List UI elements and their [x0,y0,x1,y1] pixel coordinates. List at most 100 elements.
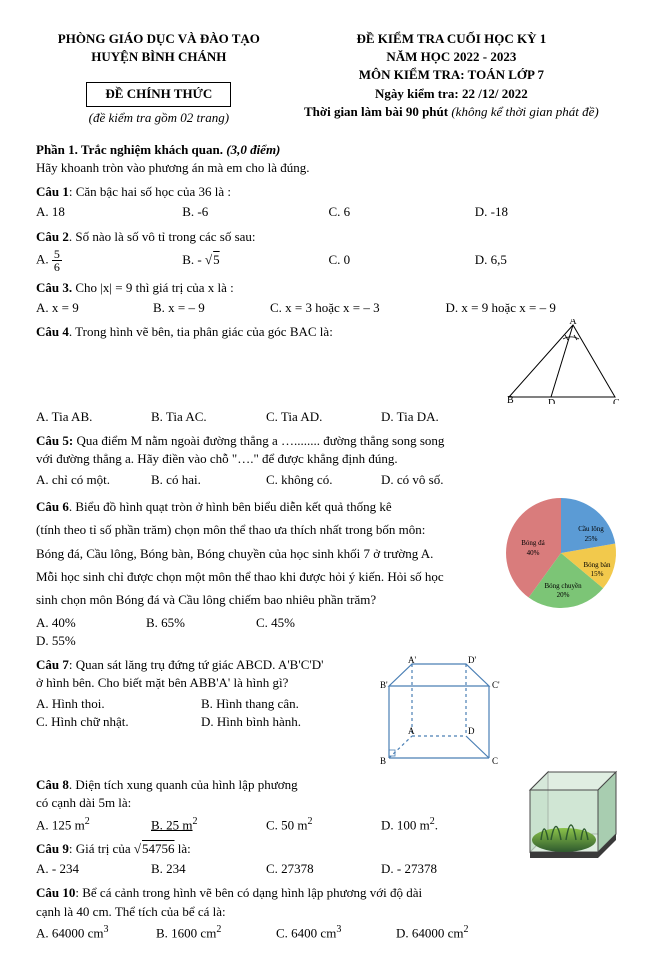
q10-label: Câu 10 [36,885,75,900]
fish-tank-icon [526,768,621,863]
exam-date: Ngày kiểm tra: 22 /12/ 2022 [282,85,621,103]
school-year: NĂM HỌC 2022 - 2023 [282,48,621,66]
q9-d: D. - 27378 [381,860,496,878]
q1-a: A. 18 [36,203,182,221]
q4-text: . Trong hình vẽ bên, tia phân giác của g… [69,324,333,339]
svg-text:Bóng bàn: Bóng bàn [583,561,611,569]
duration-main: Thời gian làm bài 90 phút [304,104,448,119]
q2-d: D. 6,5 [475,251,621,269]
q10-text1: : Bể cá cảnh trong hình vẽ bên có dạng h… [75,885,422,900]
q8-a: A. 125 m2 [36,815,151,835]
q10: Câu 10: Bể cá cảnh trong hình vẽ bên có … [36,884,621,942]
q2-options: A. 56 B. - √5 C. 0 D. 6,5 [36,248,621,273]
q8-label: Câu 8 [36,777,69,792]
svg-text:B: B [507,395,514,404]
q4-label: Câu 4 [36,324,69,339]
q2-b: B. - √5 [182,251,328,269]
q3: Câu 3. Cho |x| = 9 thì giá trị của x là … [36,279,621,317]
q4-options: A. Tia AB. B. Tia AC. C. Tia AD. D. Tia … [36,408,496,426]
q9-post: là: [175,841,191,856]
svg-text:C: C [613,398,620,404]
svg-text:Bóng chuyền: Bóng chuyền [544,582,582,590]
q5-a: A. chỉ có một. [36,471,151,489]
subject: MÔN KIỂM TRA: TOÁN LỚP 7 [282,66,621,84]
triangle-figure-icon: A B D C [503,319,621,404]
q5-label: Câu 5: [36,433,73,448]
q4-c: C. Tia AD. [266,408,381,426]
q5-d: D. có vô số. [381,471,496,489]
q3-options: A. x = 9 B. x = – 9 C. x = 3 hoặc x = – … [36,299,621,317]
q8-text1: . Diện tích xung quanh của hình lập phươ… [69,777,298,792]
q7-text1: : Quan sát lăng trụ đứng tứ giác ABCD. A… [69,657,324,672]
q5-options: A. chỉ có một. B. có hai. C. không có. D… [36,471,496,489]
q6-b: B. 65% [146,614,256,632]
svg-text:Bóng đá: Bóng đá [521,539,545,547]
q7-d: D. Hình bình hành. [201,713,366,731]
date-value: 22 /12/ 2022 [462,86,528,101]
q5: Câu 5: Qua điểm M nằm ngoài đường thẳng … [36,432,621,489]
q2-label: Câu 2 [36,229,69,244]
q7-text2: ở hình bên. Cho biết mặt bên ABB'A' là h… [36,674,366,692]
q6-d: D. 55% [36,632,366,650]
q9-pre: : Giá trị của [69,841,134,856]
q6-c: C. 45% [256,614,366,632]
district-line: HUYỆN BÌNH CHÁNH [36,48,282,66]
q2-a: A. 56 [36,248,182,273]
q3-label: Câu 3. [36,280,72,295]
q1-d: D. -18 [475,203,621,221]
duration: Thời gian làm bài 90 phút (không kể thời… [282,103,621,121]
q3-a: A. x = 9 [36,299,153,317]
q9-options: A. - 234 B. 234 C. 27378 D. - 27378 [36,860,496,878]
svg-text:A: A [408,726,415,736]
svg-text:C': C' [492,680,500,690]
q9-label: Câu 9 [36,841,69,856]
q8-options: A. 125 m2 B. 25 m2 C. 50 m2 D. 100 m2. [36,815,496,835]
q5-b: B. có hai. [151,471,266,489]
part1-label: Phần 1. Trắc nghiệm khách quan. [36,142,226,157]
dept-line: PHÒNG GIÁO DỤC VÀ ĐÀO TẠO [36,30,282,48]
q8-c: C. 50 m2 [266,815,381,835]
q1: Câu 1: Căn bậc hai số học của 36 là : A.… [36,183,621,221]
part1-title: Phần 1. Trắc nghiệm khách quan. (3,0 điể… [36,141,621,159]
svg-text:D': D' [468,656,476,665]
q6-label: Câu 6 [36,499,69,514]
svg-text:D: D [548,398,555,404]
q4-b: B. Tia AC. [151,408,266,426]
q10-text2: cạnh là 40 cm. Thể tích của bể cá là: [36,903,621,921]
official-box: ĐỀ CHÍNH THỨC [86,82,231,106]
svg-text:A': A' [408,656,416,665]
svg-text:40%: 40% [527,549,540,557]
pages-note: (đề kiểm tra gồm 02 trang) [36,109,282,127]
pie-chart-icon: Bóng đá 40% Cầu lông 25% Bóng bàn 15% Bó… [501,493,621,613]
fraction-icon: 56 [52,248,62,273]
q10-c: C. 6400 cm3 [276,923,396,943]
q8-d: D. 100 m2. [381,815,496,835]
prism-figure-icon: A' D' B' C' A D B C [374,656,504,766]
svg-text:20%: 20% [557,591,570,599]
svg-text:15%: 15% [591,570,604,578]
q1-options: A. 18 B. -6 C. 6 D. -18 [36,203,621,221]
q10-b: B. 1600 cm2 [156,923,276,943]
q7-label: Câu 7 [36,657,69,672]
q5-text2: với đường thẳng a. Hãy điền vào chỗ "…."… [36,450,621,468]
q3-b: B. x = – 9 [153,299,270,317]
date-label: Ngày kiểm tra: [375,86,462,101]
q7-a: A. Hình thoi. [36,695,201,713]
q1-c: C. 6 [329,203,475,221]
header-left: PHÒNG GIÁO DỤC VÀ ĐÀO TẠO HUYỆN BÌNH CHÁ… [36,30,282,127]
svg-text:D: D [468,726,475,736]
header: PHÒNG GIÁO DỤC VÀ ĐÀO TẠO HUYỆN BÌNH CHÁ… [36,30,621,127]
q6-a: A. 40% [36,614,146,632]
duration-note: (không kể thời gian phát đề) [448,104,599,119]
q3-d: D. x = 9 hoặc x = – 9 [446,299,622,317]
q10-options: A. 64000 cm3 B. 1600 cm2 C. 6400 cm3 D. … [36,923,516,943]
header-right: ĐỀ KIỂM TRA CUỐI HỌC KỲ 1 NĂM HỌC 2022 -… [282,30,621,127]
q10-a: A. 64000 cm3 [36,923,156,943]
q2-text: . Số nào là số vô tỉ trong các số sau: [69,229,256,244]
svg-text:Cầu lông: Cầu lông [578,525,604,533]
q2-c: C. 0 [329,251,475,269]
q10-d: D. 64000 cm2 [396,923,516,943]
q4-a: A. Tia AB. [36,408,151,426]
q2: Câu 2. Số nào là số vô tỉ trong các số s… [36,228,621,273]
q7-b: B. Hình thang cân. [201,695,366,713]
